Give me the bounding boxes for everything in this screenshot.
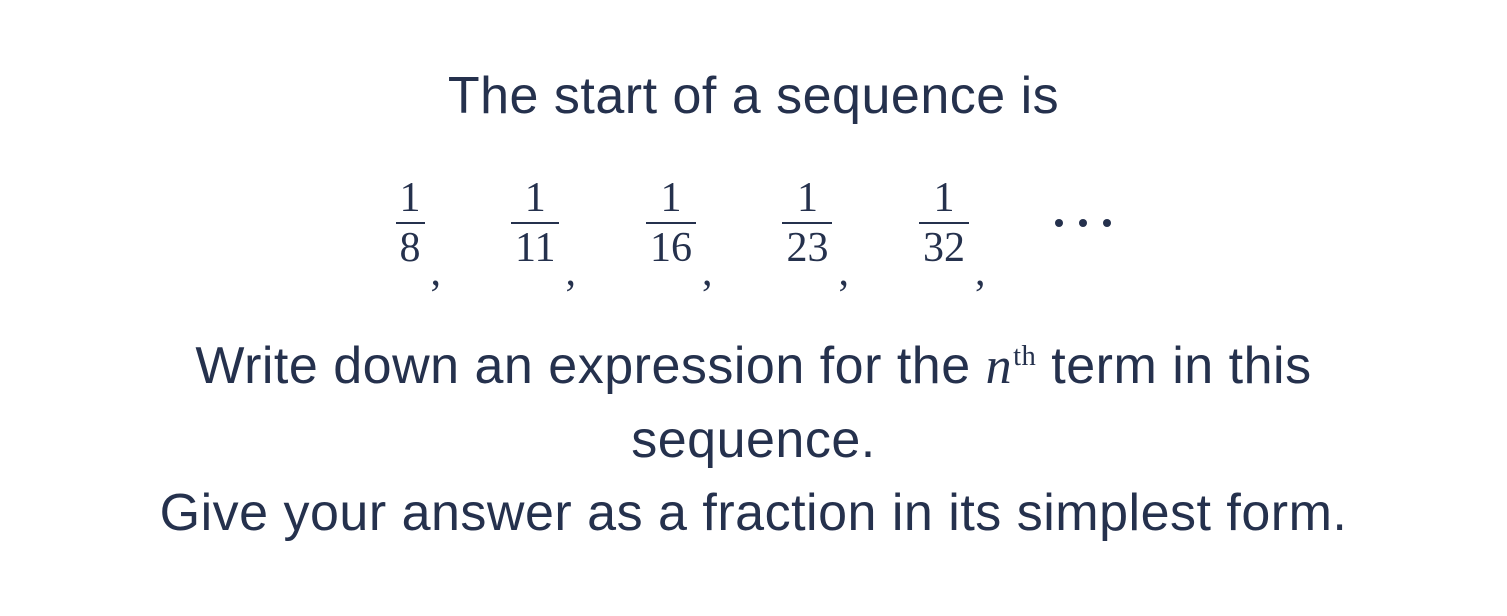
ellipsis-icon: [1055, 219, 1111, 227]
numerator: 1: [656, 176, 685, 222]
denominator: 11: [511, 222, 559, 270]
nth-base: n: [986, 338, 1013, 395]
nth-symbol: nth: [986, 338, 1037, 395]
fraction: 1 23: [782, 176, 832, 270]
numerator: 1: [793, 176, 822, 222]
question-text: Write down an expression for the nth ter…: [160, 330, 1348, 549]
separator: ,: [565, 248, 576, 296]
numerator: 1: [521, 176, 550, 222]
fraction: 1 32: [919, 176, 969, 270]
sequence-term: 1 23 ,: [782, 176, 849, 270]
sequence-term: 1 8 ,: [396, 176, 442, 270]
question-line-2: sequence.: [160, 404, 1348, 477]
fraction: 1 16: [646, 176, 696, 270]
separator: ,: [702, 248, 713, 296]
dot-icon: [1055, 219, 1063, 227]
nth-superscript: th: [1012, 341, 1036, 372]
question-page: The start of a sequence is 1 8 , 1 11 , …: [0, 0, 1507, 616]
separator: ,: [431, 248, 442, 296]
fraction: 1 8: [396, 176, 425, 270]
sequence-term: 1 11 ,: [511, 176, 576, 270]
numerator: 1: [929, 176, 958, 222]
dot-icon: [1103, 219, 1111, 227]
fraction: 1 11: [511, 176, 559, 270]
intro-text: The start of a sequence is: [448, 66, 1059, 126]
text-prefix: Write down an expression for the: [195, 337, 985, 395]
sequence-term: 1 16 ,: [646, 176, 713, 270]
denominator: 23: [782, 222, 832, 270]
text-suffix: term in this: [1036, 337, 1311, 395]
denominator: 32: [919, 222, 969, 270]
dot-icon: [1079, 219, 1087, 227]
separator: ,: [838, 248, 849, 296]
denominator: 16: [646, 222, 696, 270]
numerator: 1: [396, 176, 425, 222]
sequence-term: 1 32 ,: [919, 176, 986, 270]
separator: ,: [975, 248, 986, 296]
question-line-3: Give your answer as a fraction in its si…: [160, 477, 1348, 550]
denominator: 8: [396, 222, 425, 270]
question-line-1: Write down an expression for the nth ter…: [160, 330, 1348, 404]
sequence-row: 1 8 , 1 11 , 1 16 , 1 23 ,: [396, 176, 1112, 270]
